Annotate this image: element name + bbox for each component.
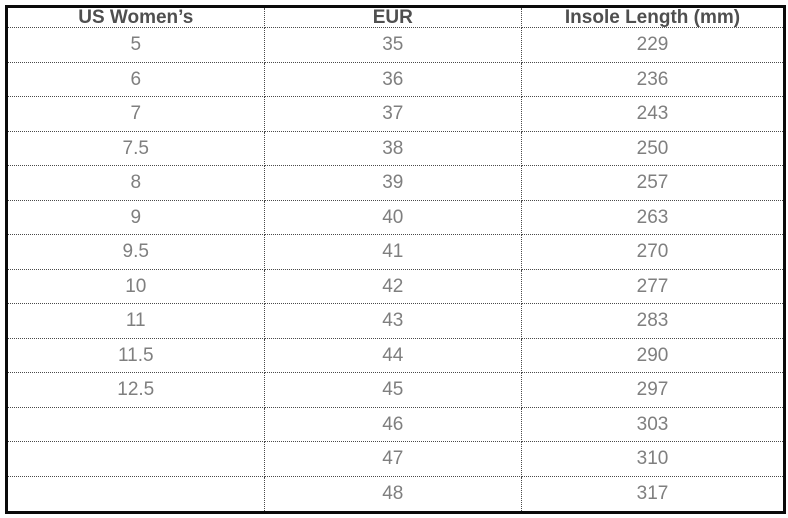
- table-row: 6 36 236: [6, 61, 785, 98]
- table-row: 7.5 38 250: [6, 130, 785, 167]
- table-cell: 44: [263, 337, 523, 374]
- table-row: 11 43 283: [6, 303, 785, 339]
- table-cell: 10: [6, 268, 265, 305]
- table-cell: 6: [6, 61, 265, 98]
- table-cell: 42: [263, 268, 523, 305]
- table-cell: 303: [521, 406, 785, 443]
- table-row: 5 35 229: [6, 27, 785, 63]
- column-header-eur: EUR: [263, 6, 523, 28]
- table-cell: 7: [6, 96, 265, 132]
- table-cell: 8: [6, 165, 265, 201]
- table-cell: 5: [6, 27, 265, 63]
- table-header: US Women’s EUR Insole Length (mm): [6, 6, 785, 28]
- table-body: 5 35 229 6 36 236 7 37 243 7.5 38 250 8 39 257 9 40 263 9.…: [6, 27, 785, 514]
- table-row: 8 39 257: [6, 165, 785, 201]
- table-cell: 236: [521, 61, 785, 98]
- table-cell: 277: [521, 268, 785, 305]
- column-header-insole-length: Insole Length (mm): [521, 6, 785, 28]
- table-row: 7 37 243: [6, 96, 785, 132]
- table-cell: 38: [263, 130, 523, 167]
- table-cell: 7.5: [6, 130, 265, 167]
- table-cell: 47: [263, 441, 523, 477]
- table-cell: [6, 475, 265, 514]
- table-header-row: US Women’s EUR Insole Length (mm): [6, 6, 785, 28]
- table-cell: 48: [263, 475, 523, 514]
- table-cell: 263: [521, 199, 785, 236]
- table-cell: 41: [263, 234, 523, 270]
- table-cell: 250: [521, 130, 785, 167]
- table-cell: 46: [263, 406, 523, 443]
- table-cell: 310: [521, 441, 785, 477]
- table-cell: 290: [521, 337, 785, 374]
- table-row: 12.5 45 297: [6, 372, 785, 408]
- table-cell: 39: [263, 165, 523, 201]
- table-cell: 243: [521, 96, 785, 132]
- table-cell: 11: [6, 303, 265, 339]
- table-cell: 37: [263, 96, 523, 132]
- table-cell: [6, 441, 265, 477]
- table-cell: 45: [263, 372, 523, 408]
- table-cell: 43: [263, 303, 523, 339]
- column-header-us-womens: US Women’s: [6, 6, 265, 28]
- table-cell: 257: [521, 165, 785, 201]
- table-cell: 12.5: [6, 372, 265, 408]
- table-cell: 317: [521, 475, 785, 514]
- table-cell: 36: [263, 61, 523, 98]
- table-cell: 40: [263, 199, 523, 236]
- table-cell: [6, 406, 265, 443]
- table-cell: 11.5: [6, 337, 265, 374]
- table-cell: 9: [6, 199, 265, 236]
- table-row: 46 303: [6, 406, 785, 443]
- table-cell: 9.5: [6, 234, 265, 270]
- size-conversion-table: US Women’s EUR Insole Length (mm) 5 35 229…: [5, 5, 786, 514]
- table-cell: 297: [521, 372, 785, 408]
- table-row: 9.5 41 270: [6, 234, 785, 270]
- table-row: 11.5 44 290: [6, 337, 785, 374]
- table-row: 47 310: [6, 441, 785, 477]
- table-cell: 283: [521, 303, 785, 339]
- table-cell: 35: [263, 27, 523, 63]
- table-cell: 229: [521, 27, 785, 63]
- table-row: 9 40 263: [6, 199, 785, 236]
- table-row: 10 42 277: [6, 268, 785, 305]
- table-row: 48 317: [6, 475, 785, 514]
- table-cell: 270: [521, 234, 785, 270]
